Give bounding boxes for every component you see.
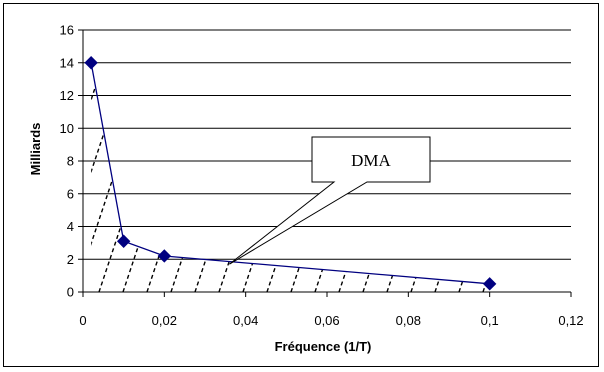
hatch-line (458, 62, 490, 292)
y-tick-label: 2 (67, 252, 74, 267)
y-tick-label: 4 (67, 219, 74, 234)
x-tick-label: 0,04 (233, 313, 258, 328)
hatch-line (531, 52, 604, 292)
axes (82, 30, 571, 293)
hatch-line (434, 62, 490, 292)
y-tick-label: 8 (67, 154, 74, 169)
y-tick-label: 12 (60, 88, 74, 103)
series-group (84, 56, 497, 291)
hatch-line (218, 62, 300, 292)
data-point-marker (84, 56, 98, 70)
y-tick-label: 16 (60, 23, 74, 38)
hatch-line (194, 62, 276, 292)
hatch-line (242, 62, 324, 292)
x-tick-label: 0,08 (396, 313, 421, 328)
data-point-marker (116, 234, 131, 248)
y-tick-label: 0 (67, 285, 74, 300)
x-tick-label: 0,12 (558, 313, 583, 328)
y-tick-labels: 0 2 4 6 8 10 12 14 16 (60, 23, 74, 300)
series-line (90, 62, 490, 285)
hatch-line (482, 62, 490, 292)
hatch-line (507, 52, 587, 292)
hatch-line (91, 62, 156, 292)
callout-shape (229, 136, 431, 265)
x-tick-label: 0 (79, 313, 86, 328)
x-tick-label: 0,1 (481, 313, 499, 328)
chart-frame (3, 3, 599, 367)
x-axis-title: Fréquence (1/T) (275, 339, 372, 354)
y-tick-label: 6 (67, 186, 74, 201)
x-tick-label: 0,02 (152, 313, 177, 328)
data-point-marker (157, 249, 172, 263)
dma-callout: DMA (229, 136, 431, 265)
y-tick-label: 10 (60, 121, 74, 136)
y-tick-label: 14 (60, 55, 74, 70)
x-tick-label: 0,06 (314, 313, 339, 328)
callout-label: DMA (351, 151, 391, 170)
hatch-line (91, 62, 108, 292)
hatch-line (555, 52, 604, 292)
data-point-marker (482, 277, 497, 291)
hatched-area (91, 52, 604, 292)
y-axis-title: Milliards (28, 123, 43, 176)
x-tick-labels: 0 0,02 0,04 0,06 0,08 0,1 0,12 (79, 313, 583, 328)
